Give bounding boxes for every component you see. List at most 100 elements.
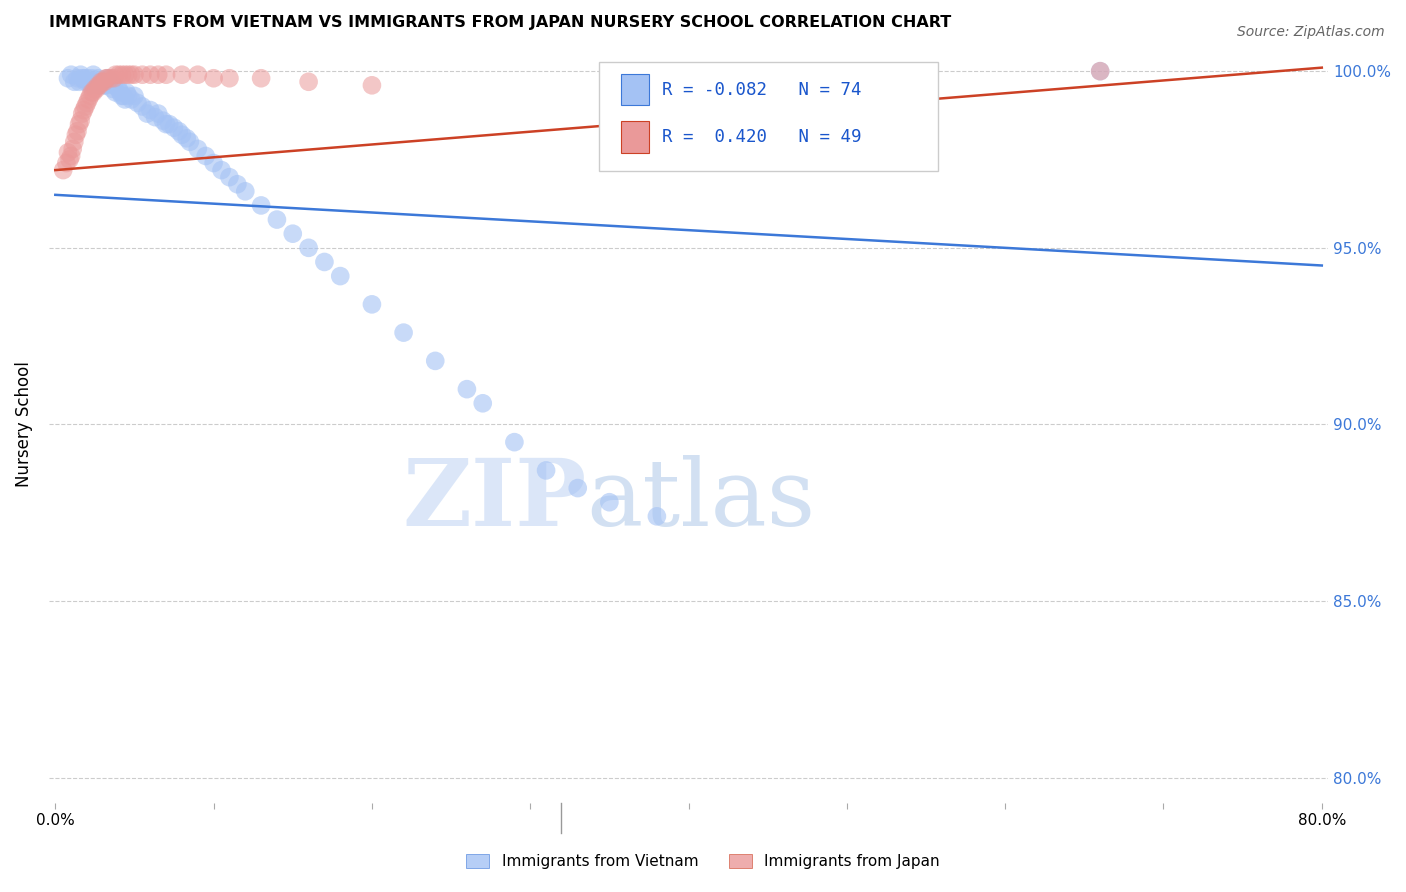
- Point: [645, 509, 668, 524]
- Point: [79, 89, 101, 103]
- Point: [124, 68, 146, 82]
- Point: [79, 78, 101, 93]
- Point: [65, 128, 87, 142]
- Point: [534, 463, 557, 477]
- Point: [143, 110, 166, 124]
- Point: [76, 71, 98, 86]
- Point: [176, 131, 198, 145]
- Point: [329, 269, 352, 284]
- Point: [361, 78, 384, 93]
- Point: [148, 106, 170, 120]
- Point: [66, 71, 89, 86]
- Point: [233, 184, 256, 198]
- Point: [107, 82, 129, 96]
- FancyBboxPatch shape: [621, 121, 650, 153]
- Legend: Immigrants from Vietnam, Immigrants from Japan: Immigrants from Vietnam, Immigrants from…: [460, 848, 946, 875]
- Point: [124, 89, 146, 103]
- Point: [297, 75, 319, 89]
- Point: [117, 68, 139, 82]
- Point: [83, 75, 105, 89]
- Point: [226, 178, 249, 192]
- Point: [361, 297, 384, 311]
- Point: [93, 78, 115, 93]
- Text: atlas: atlas: [586, 455, 815, 545]
- Point: [87, 78, 110, 93]
- Point: [170, 128, 193, 142]
- Point: [211, 163, 233, 178]
- Point: [100, 71, 122, 86]
- Point: [91, 75, 114, 89]
- Point: [1088, 64, 1111, 78]
- Point: [90, 75, 112, 89]
- Point: [456, 382, 478, 396]
- Point: [114, 68, 136, 82]
- Point: [62, 142, 84, 156]
- Point: [170, 68, 193, 82]
- Text: IMMIGRANTS FROM VIETNAM VS IMMIGRANTS FROM JAPAN NURSERY SCHOOL CORRELATION CHAR: IMMIGRANTS FROM VIETNAM VS IMMIGRANTS FR…: [49, 15, 952, 30]
- Point: [112, 89, 135, 103]
- Text: R = -0.082   N = 74: R = -0.082 N = 74: [662, 80, 862, 98]
- Point: [77, 75, 100, 89]
- Text: ZIP: ZIP: [402, 455, 586, 545]
- Point: [202, 71, 225, 86]
- Point: [425, 354, 447, 368]
- Point: [91, 75, 114, 89]
- Point: [111, 68, 134, 82]
- Point: [111, 89, 134, 103]
- Point: [127, 95, 149, 110]
- Point: [131, 68, 153, 82]
- Point: [281, 227, 304, 241]
- Point: [392, 326, 415, 340]
- Point: [103, 71, 125, 86]
- Point: [89, 78, 111, 93]
- Point: [108, 86, 131, 100]
- Point: [87, 71, 110, 86]
- Point: [58, 153, 80, 167]
- Point: [93, 75, 115, 89]
- Point: [155, 117, 177, 131]
- Point: [73, 71, 96, 86]
- Point: [202, 156, 225, 170]
- Point: [98, 75, 121, 89]
- Point: [218, 170, 240, 185]
- Point: [100, 75, 122, 89]
- Point: [80, 86, 103, 100]
- Point: [155, 68, 177, 82]
- Point: [96, 71, 118, 86]
- Point: [75, 99, 97, 113]
- Point: [136, 106, 159, 120]
- Point: [80, 71, 103, 86]
- Point: [117, 89, 139, 103]
- Point: [503, 435, 526, 450]
- Point: [194, 149, 217, 163]
- Point: [70, 106, 93, 120]
- Point: [250, 71, 273, 86]
- Point: [94, 71, 117, 86]
- Point: [266, 212, 288, 227]
- Point: [77, 92, 100, 106]
- Point: [63, 135, 86, 149]
- Text: R =  0.420   N = 49: R = 0.420 N = 49: [662, 128, 862, 146]
- Point: [250, 198, 273, 212]
- Point: [66, 124, 89, 138]
- Point: [1088, 64, 1111, 78]
- Point: [131, 99, 153, 113]
- Point: [52, 163, 75, 178]
- Point: [107, 68, 129, 82]
- Point: [56, 71, 79, 86]
- Point: [86, 75, 108, 89]
- Point: [114, 92, 136, 106]
- Point: [187, 142, 209, 156]
- Point: [86, 82, 108, 96]
- Point: [218, 71, 240, 86]
- Point: [139, 68, 162, 82]
- Point: [94, 78, 117, 93]
- FancyBboxPatch shape: [621, 74, 650, 105]
- Point: [67, 75, 90, 89]
- Text: Source: ZipAtlas.com: Source: ZipAtlas.com: [1237, 25, 1385, 39]
- Point: [73, 103, 96, 117]
- Point: [76, 95, 98, 110]
- Point: [471, 396, 494, 410]
- Point: [139, 103, 162, 117]
- Point: [69, 113, 91, 128]
